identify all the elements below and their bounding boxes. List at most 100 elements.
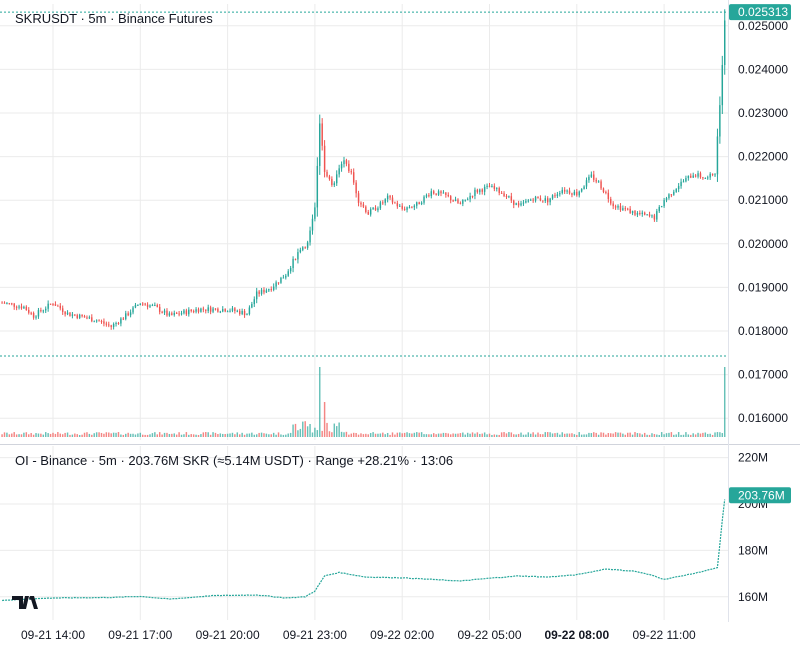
volume-bar — [6, 432, 8, 437]
candle-body — [513, 200, 515, 205]
volume-bar — [399, 432, 401, 437]
value-tags: 0.025313 203.76M — [729, 4, 791, 504]
candle-body — [425, 195, 428, 197]
volume-bar — [122, 434, 125, 437]
volume-bar — [166, 432, 168, 437]
volume-bar — [677, 432, 680, 437]
candle-body — [716, 136, 719, 175]
candle-body — [348, 163, 350, 172]
candle-body — [391, 197, 394, 203]
volume-bar — [454, 433, 457, 437]
volume-bar — [423, 434, 425, 437]
volume-bar — [299, 428, 302, 437]
candle-body — [522, 202, 525, 204]
volume-bar — [158, 432, 161, 437]
volume-bar — [253, 434, 256, 437]
candle-body — [314, 207, 316, 219]
candle-body — [137, 304, 139, 306]
volume-bar — [585, 434, 588, 437]
candle-body — [202, 308, 205, 310]
price-tick-label: 0.025000 — [738, 19, 788, 33]
candle-body — [78, 314, 81, 319]
candle-body — [294, 258, 297, 260]
candle-body — [423, 196, 425, 203]
candle-body — [285, 275, 287, 278]
volume-bar — [685, 432, 687, 437]
candle-body — [69, 312, 71, 316]
candle-body — [384, 199, 386, 203]
candle-body — [287, 271, 289, 276]
volume-bar — [100, 432, 103, 437]
volume-bar — [141, 434, 144, 437]
candle-body — [93, 321, 95, 323]
candle-body — [675, 189, 677, 192]
volume-bar — [711, 434, 714, 437]
volume-bar — [13, 432, 15, 437]
volume-bar — [612, 433, 614, 437]
volume-bar — [192, 434, 195, 437]
candle-body — [306, 242, 309, 248]
volume-bar — [268, 434, 270, 437]
volume-bar — [610, 433, 612, 437]
candle-body — [403, 208, 406, 210]
volume-bar — [88, 433, 91, 437]
volume-bar — [430, 434, 433, 437]
candle-body — [277, 282, 280, 284]
candle-body — [515, 203, 517, 205]
candle-body — [488, 185, 491, 188]
volume-bar — [132, 433, 134, 437]
volume-bar — [20, 434, 23, 437]
candle-body — [500, 192, 503, 194]
candle-body — [471, 195, 474, 197]
candle-body — [81, 314, 83, 317]
candle-body — [367, 211, 369, 215]
candle-body — [59, 305, 62, 309]
candle-body — [214, 308, 217, 310]
tradingview-logo[interactable] — [12, 596, 38, 609]
candle-body — [200, 308, 202, 312]
volume-bar — [452, 433, 454, 437]
volume-bar — [549, 432, 551, 437]
volume-bar — [272, 432, 275, 437]
candle-body — [685, 178, 687, 182]
candle-body — [282, 277, 285, 279]
candle-body — [144, 303, 146, 305]
candle-body — [377, 208, 379, 211]
candle-body — [74, 314, 76, 316]
candle-body — [374, 207, 377, 211]
candle-body — [435, 193, 437, 195]
candle-body — [597, 181, 600, 183]
volume-bar — [146, 434, 149, 437]
candle-body — [396, 203, 399, 207]
candle-body — [217, 308, 219, 312]
volume-bar — [326, 422, 328, 437]
volume-bar — [389, 434, 391, 437]
volume-bar — [35, 433, 37, 437]
volume-bar — [513, 434, 515, 437]
candle-body — [229, 310, 231, 312]
candle-body — [408, 207, 411, 209]
candle-body — [665, 198, 668, 201]
volume-bar — [260, 432, 263, 437]
volume-bar — [314, 427, 316, 437]
candle-body — [401, 205, 403, 209]
candle-body — [437, 191, 440, 195]
candle-body — [243, 311, 246, 316]
volume-bar — [200, 434, 202, 437]
candle-body — [357, 193, 360, 203]
candle-body — [483, 186, 486, 192]
candle-body — [593, 174, 595, 180]
candle-body — [440, 191, 442, 194]
candle-body — [624, 208, 627, 210]
candle-body — [600, 181, 602, 189]
candle-body — [270, 289, 272, 291]
candle-body — [188, 309, 190, 315]
volume-bar — [246, 433, 248, 437]
volume-bar — [369, 433, 372, 437]
volume-bar — [384, 434, 386, 437]
candle-body — [687, 175, 690, 179]
candle-body — [590, 174, 593, 177]
volume-bar — [721, 433, 724, 437]
volume-bar — [76, 434, 78, 437]
